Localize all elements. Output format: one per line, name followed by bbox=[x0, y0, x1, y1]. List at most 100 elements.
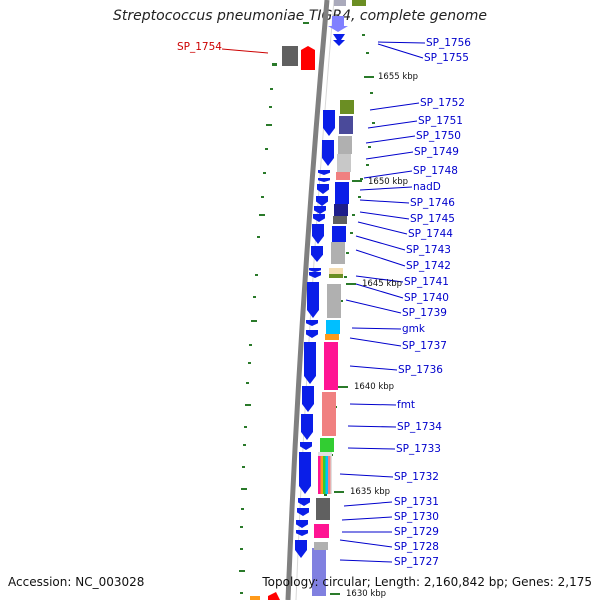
gene-arrow bbox=[301, 414, 313, 440]
gene-label: SP_1741 bbox=[404, 276, 449, 288]
gc-dot bbox=[370, 92, 373, 94]
gene-box bbox=[334, 0, 346, 6]
kbp-label: 1655 kbp bbox=[378, 72, 418, 82]
leader-line bbox=[363, 170, 413, 179]
cog-box bbox=[331, 242, 345, 264]
gc-dot bbox=[261, 196, 264, 198]
gc-dot bbox=[259, 214, 265, 216]
gc-dot bbox=[344, 276, 347, 278]
gene-label: SP_1734 bbox=[397, 421, 442, 433]
gc-dot bbox=[350, 232, 353, 234]
gene-box bbox=[352, 0, 366, 6]
gene-arrow bbox=[297, 508, 309, 516]
gc-dot bbox=[358, 196, 361, 198]
genome-stats-label: Topology: circular; Length: 2,160,842 bp… bbox=[262, 575, 592, 589]
gene-arrow bbox=[311, 246, 323, 262]
gene-label: SP_1733 bbox=[396, 443, 441, 455]
gene-label: SP_1727 bbox=[394, 556, 439, 568]
gene-arrow bbox=[309, 272, 321, 278]
leader-line bbox=[369, 102, 420, 111]
leader-line bbox=[355, 275, 404, 283]
leader-line bbox=[349, 337, 402, 347]
gene-box bbox=[250, 596, 260, 600]
kbp-tick bbox=[338, 386, 348, 388]
gene-label: nadD bbox=[413, 181, 441, 193]
gene-arrow bbox=[299, 452, 311, 494]
gene-arrow bbox=[312, 224, 324, 244]
gene-arrow bbox=[317, 184, 329, 194]
leader-line bbox=[347, 425, 397, 428]
leader-line bbox=[355, 283, 404, 299]
kbp-ticks: 1655 kbp 1650 kbp 1645 kbp 1640 kbp 1635 kbp… bbox=[330, 72, 418, 599]
kbp-label: 1640 kbp bbox=[354, 382, 394, 392]
gene-arrow bbox=[328, 16, 348, 32]
forward-strand-genes bbox=[250, 110, 335, 600]
gc-dot bbox=[266, 124, 272, 126]
cog-stripe bbox=[318, 456, 321, 494]
leader-line bbox=[345, 299, 402, 314]
cog-box bbox=[334, 204, 348, 216]
kbp-label: 1650 kbp bbox=[368, 177, 408, 187]
gc-dot bbox=[243, 444, 246, 446]
cog-box bbox=[325, 334, 339, 340]
leader-line bbox=[221, 48, 269, 54]
leader-line bbox=[347, 447, 396, 450]
gc-dot bbox=[352, 214, 355, 216]
gene-label: SP_1737 bbox=[402, 340, 447, 352]
gene-label: SP_1731 bbox=[394, 496, 439, 508]
gene-arrow bbox=[301, 46, 315, 70]
gene-arrow bbox=[322, 140, 334, 166]
gene-label: SP_1754 bbox=[177, 41, 222, 53]
gene-label: gmk bbox=[402, 323, 426, 335]
gene-label: SP_1732 bbox=[394, 471, 439, 483]
gc-dot bbox=[245, 404, 251, 406]
gene-label: SP_1728 bbox=[394, 541, 439, 553]
gc-dot bbox=[366, 52, 369, 54]
gene-arrow bbox=[306, 320, 318, 326]
gene-arrow bbox=[304, 342, 316, 384]
gene-box bbox=[282, 46, 298, 66]
gc-dot bbox=[340, 300, 343, 302]
gene-arrow bbox=[306, 330, 318, 338]
cog-box bbox=[329, 268, 343, 274]
gene-label: SP_1742 bbox=[406, 260, 451, 272]
gene-label: SP_1750 bbox=[416, 130, 461, 142]
gc-dot bbox=[240, 592, 243, 594]
gene-label: SP_1740 bbox=[404, 292, 449, 304]
gene-arrow bbox=[302, 386, 314, 412]
gc-dot bbox=[248, 362, 251, 364]
cog-stripe bbox=[328, 456, 331, 494]
gene-label: SP_1751 bbox=[418, 115, 463, 127]
gene-label: SP_1746 bbox=[410, 197, 455, 209]
cog-box bbox=[336, 172, 350, 180]
leader-line bbox=[341, 516, 393, 521]
gc-dot bbox=[263, 172, 266, 174]
gc-dot bbox=[324, 494, 327, 496]
kbp-label: 1630 kbp bbox=[346, 589, 386, 599]
accession-label: Accession: NC_003028 bbox=[8, 575, 145, 589]
cog-box bbox=[340, 100, 354, 114]
gc-dot bbox=[255, 274, 258, 276]
gene-label: SP_1743 bbox=[406, 244, 451, 256]
leader-line bbox=[365, 135, 416, 144]
leader-line bbox=[357, 221, 408, 235]
gene-label: SP_1729 bbox=[394, 526, 439, 538]
cog-box bbox=[324, 342, 338, 390]
cog-box bbox=[326, 320, 340, 334]
map-title: Streptococcus pneumoniae TIGR4, complete… bbox=[113, 8, 487, 24]
gc-dot bbox=[241, 508, 244, 510]
leader-line bbox=[359, 211, 410, 220]
leader-line bbox=[351, 327, 402, 330]
gc-dot bbox=[366, 164, 369, 166]
gc-dot bbox=[360, 178, 363, 180]
gene-arrow bbox=[316, 196, 328, 206]
gene-arrow bbox=[333, 34, 345, 40]
gc-dot bbox=[253, 296, 256, 298]
leader-line bbox=[359, 199, 410, 204]
gene-label: SP_1736 bbox=[398, 364, 443, 376]
kbp-label: 1645 kbp bbox=[362, 279, 402, 289]
gene-arrow bbox=[268, 592, 280, 600]
gc-dot bbox=[242, 466, 245, 468]
gene-label: SP_1744 bbox=[408, 228, 453, 240]
cog-box bbox=[314, 542, 328, 550]
